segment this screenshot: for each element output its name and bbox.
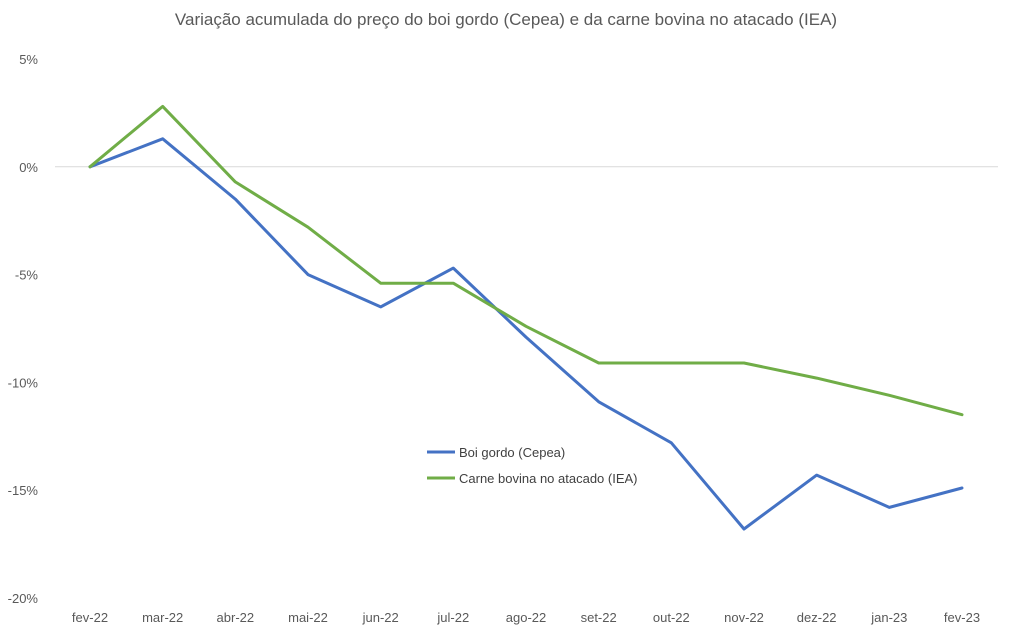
x-tick-label: jul-22 <box>436 610 469 625</box>
x-tick-label: fev-23 <box>944 610 980 625</box>
legend-label: Boi gordo (Cepea) <box>459 445 565 460</box>
x-tick-label: out-22 <box>653 610 690 625</box>
chart-title: Variação acumulada do preço do boi gordo… <box>174 10 838 29</box>
x-tick-label: jan-23 <box>870 610 907 625</box>
y-tick-label: -5% <box>15 268 39 283</box>
x-tick-label: mar-22 <box>142 610 183 625</box>
x-tick-label: jun-22 <box>362 610 399 625</box>
y-tick-label: -20% <box>8 591 39 606</box>
x-axis-ticks: fev-22 mar-22 abr-22 mai-22 jun-22 jul-22 ago-… <box>72 610 980 625</box>
series-layer <box>88 104 964 531</box>
x-tick-label: set-22 <box>581 610 617 625</box>
x-tick-label: abr-22 <box>217 610 255 625</box>
x-tick-label: fev-22 <box>72 610 108 625</box>
y-tick-label: 0% <box>19 160 38 175</box>
y-tick-label: -15% <box>8 483 39 498</box>
x-tick-label: dez-22 <box>797 610 837 625</box>
y-axis-ticks: 5% 0% -5% -10% -15% -20% <box>8 52 39 606</box>
x-tick-label: mai-22 <box>288 610 328 625</box>
y-tick-label: 5% <box>19 52 38 67</box>
series-line-boi-gordo <box>88 137 964 531</box>
series-line-carne-bovina <box>88 104 964 417</box>
legend: Boi gordo (Cepea) Carne bovina no atacado… <box>427 445 638 486</box>
y-tick-label: -10% <box>8 375 39 390</box>
x-tick-label: ago-22 <box>506 610 546 625</box>
legend-label: Carne bovina no atacado (IEA) <box>459 471 638 486</box>
x-tick-label: nov-22 <box>724 610 764 625</box>
